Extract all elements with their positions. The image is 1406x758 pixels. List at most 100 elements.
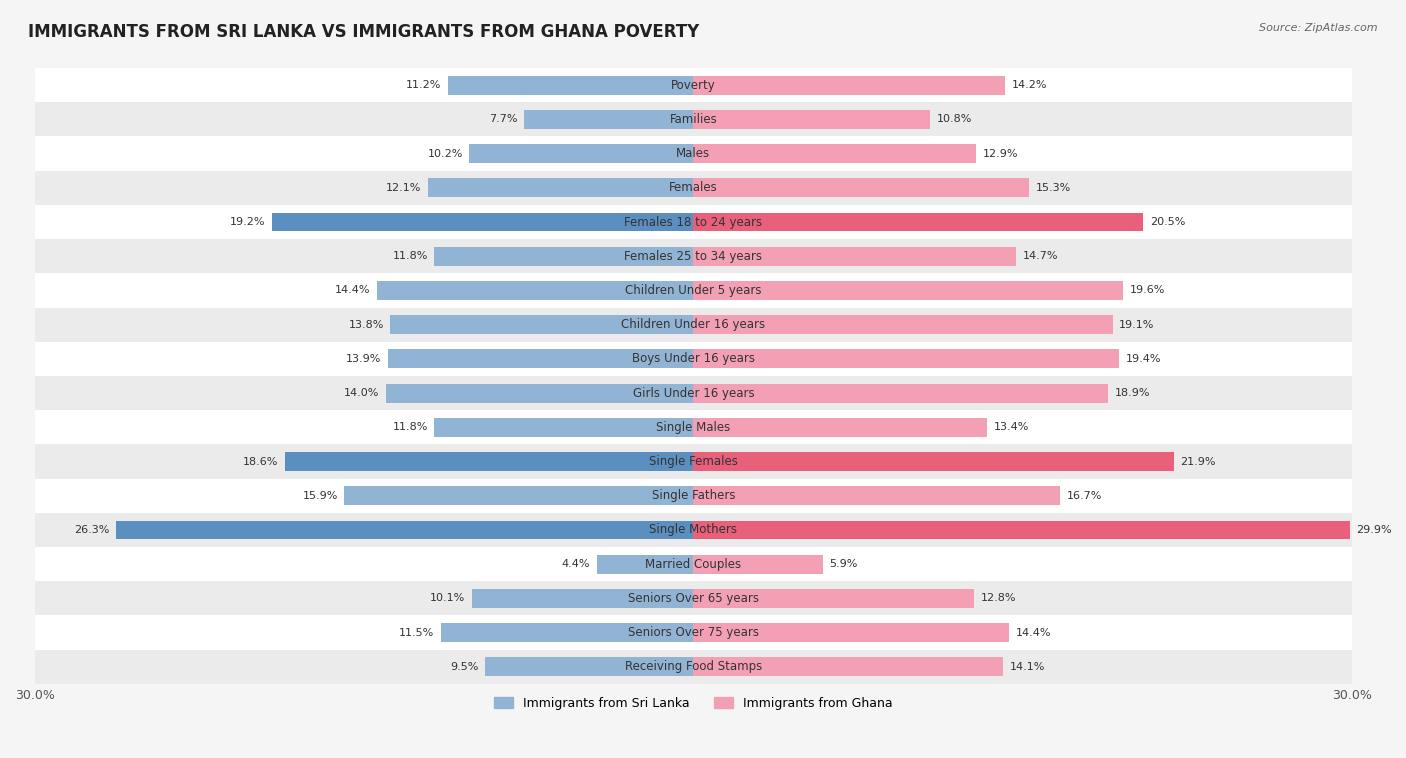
Text: 15.9%: 15.9% (302, 490, 337, 501)
Bar (693, 144, 976, 163)
Text: 14.4%: 14.4% (335, 286, 371, 296)
Bar (693, 247, 1017, 265)
Bar (35, 615, 1351, 650)
Text: IMMIGRANTS FROM SRI LANKA VS IMMIGRANTS FROM GHANA POVERTY: IMMIGRANTS FROM SRI LANKA VS IMMIGRANTS … (28, 23, 699, 41)
Text: 29.9%: 29.9% (1357, 525, 1392, 535)
Bar (35, 171, 1351, 205)
Bar (35, 376, 1351, 410)
Bar (693, 589, 974, 608)
Bar (693, 281, 1123, 300)
Text: Seniors Over 65 years: Seniors Over 65 years (628, 592, 759, 605)
Bar (35, 342, 1351, 376)
Bar (35, 547, 1351, 581)
Bar (524, 110, 693, 129)
Bar (693, 110, 931, 129)
Bar (387, 384, 693, 402)
Text: 19.1%: 19.1% (1119, 320, 1154, 330)
Bar (427, 178, 693, 197)
Bar (596, 555, 693, 574)
Bar (693, 315, 1112, 334)
Text: 10.2%: 10.2% (427, 149, 463, 158)
Text: Single Males: Single Males (657, 421, 731, 434)
Text: 11.2%: 11.2% (405, 80, 441, 90)
Text: 18.6%: 18.6% (243, 456, 278, 466)
Text: Poverty: Poverty (671, 79, 716, 92)
Text: Girls Under 16 years: Girls Under 16 years (633, 387, 754, 399)
Text: Single Females: Single Females (650, 455, 738, 468)
Text: 14.2%: 14.2% (1011, 80, 1047, 90)
Bar (693, 384, 1108, 402)
Text: Single Mothers: Single Mothers (650, 524, 737, 537)
Bar (471, 589, 693, 608)
Bar (470, 144, 693, 163)
Bar (693, 178, 1029, 197)
Bar (271, 212, 693, 231)
Text: 14.7%: 14.7% (1022, 251, 1059, 262)
Bar (35, 102, 1351, 136)
Text: Receiving Food Stamps: Receiving Food Stamps (624, 660, 762, 673)
Bar (285, 452, 693, 471)
Text: 9.5%: 9.5% (450, 662, 478, 672)
Text: 5.9%: 5.9% (830, 559, 858, 569)
Bar (35, 444, 1351, 478)
Text: 15.3%: 15.3% (1036, 183, 1071, 193)
Text: 20.5%: 20.5% (1150, 217, 1185, 227)
Bar (485, 657, 693, 676)
Bar (693, 349, 1119, 368)
Bar (35, 478, 1351, 513)
Text: 13.9%: 13.9% (346, 354, 381, 364)
Legend: Immigrants from Sri Lanka, Immigrants from Ghana: Immigrants from Sri Lanka, Immigrants fr… (489, 691, 897, 715)
Bar (693, 555, 823, 574)
Bar (693, 76, 1005, 95)
Text: Families: Families (669, 113, 717, 126)
Text: 7.7%: 7.7% (489, 114, 517, 124)
Bar (35, 581, 1351, 615)
Text: 12.1%: 12.1% (385, 183, 422, 193)
Text: 11.5%: 11.5% (399, 628, 434, 637)
Bar (35, 205, 1351, 239)
Text: Boys Under 16 years: Boys Under 16 years (631, 352, 755, 365)
Bar (447, 76, 693, 95)
Text: 10.8%: 10.8% (936, 114, 973, 124)
Text: 21.9%: 21.9% (1181, 456, 1216, 466)
Text: 12.8%: 12.8% (981, 594, 1017, 603)
Text: 13.8%: 13.8% (349, 320, 384, 330)
Bar (693, 452, 1174, 471)
Text: 11.8%: 11.8% (392, 251, 427, 262)
Text: 12.9%: 12.9% (983, 149, 1018, 158)
Text: 16.7%: 16.7% (1066, 490, 1102, 501)
Bar (35, 136, 1351, 171)
Text: 14.4%: 14.4% (1017, 628, 1052, 637)
Bar (117, 521, 693, 540)
Bar (693, 418, 987, 437)
Text: 14.0%: 14.0% (344, 388, 380, 398)
Bar (35, 513, 1351, 547)
Text: Married Couples: Married Couples (645, 558, 741, 571)
Bar (35, 239, 1351, 274)
Bar (35, 308, 1351, 342)
Bar (377, 281, 693, 300)
Bar (693, 623, 1010, 642)
Text: 4.4%: 4.4% (561, 559, 591, 569)
Text: 19.6%: 19.6% (1130, 286, 1166, 296)
Text: Seniors Over 75 years: Seniors Over 75 years (628, 626, 759, 639)
Bar (388, 349, 693, 368)
Text: Single Fathers: Single Fathers (651, 489, 735, 503)
Text: Females 25 to 34 years: Females 25 to 34 years (624, 249, 762, 263)
Text: Females 18 to 24 years: Females 18 to 24 years (624, 215, 762, 228)
Text: Children Under 5 years: Children Under 5 years (626, 284, 762, 297)
Text: 13.4%: 13.4% (994, 422, 1029, 432)
Text: Children Under 16 years: Children Under 16 years (621, 318, 765, 331)
Text: 10.1%: 10.1% (430, 594, 465, 603)
Text: 11.8%: 11.8% (392, 422, 427, 432)
Bar (693, 521, 1350, 540)
Bar (693, 657, 1002, 676)
Bar (35, 410, 1351, 444)
Bar (434, 247, 693, 265)
Text: Source: ZipAtlas.com: Source: ZipAtlas.com (1260, 23, 1378, 33)
Bar (35, 274, 1351, 308)
Bar (344, 487, 693, 505)
Text: 19.2%: 19.2% (229, 217, 266, 227)
Bar (391, 315, 693, 334)
Text: Males: Males (676, 147, 710, 160)
